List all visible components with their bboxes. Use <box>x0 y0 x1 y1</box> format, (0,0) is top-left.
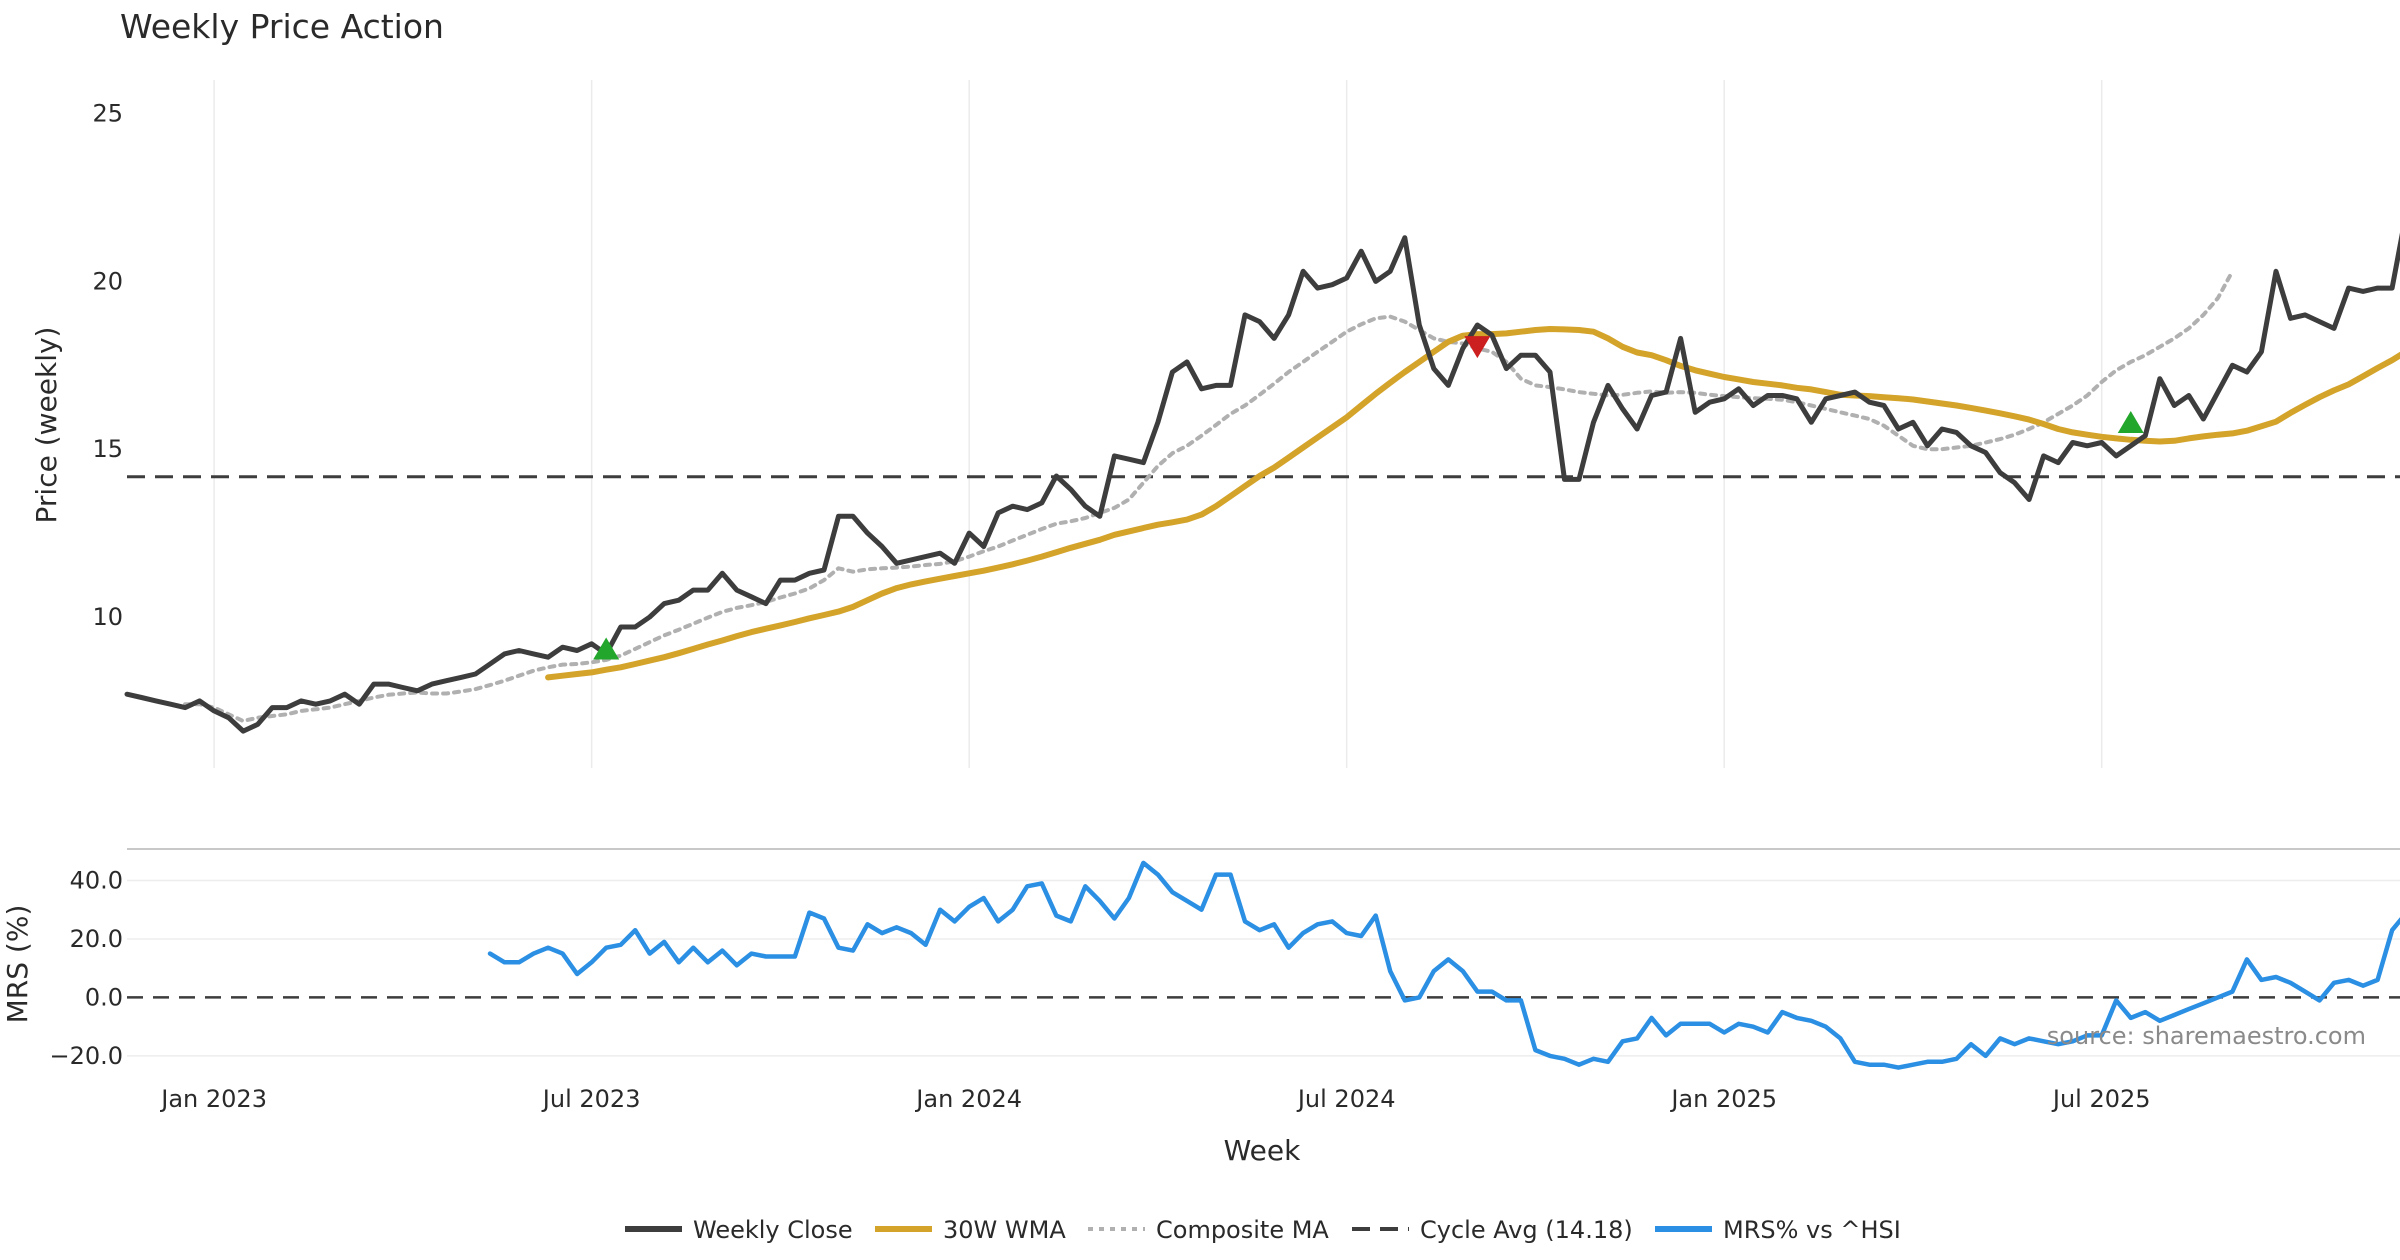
buy-signal-marker <box>593 637 620 660</box>
legend-item: Weekly Close <box>625 1216 853 1244</box>
legend-label: 30W WMA <box>943 1216 1066 1244</box>
x-ticks: Jan 2023 Jul 2023 Jan 2024 Jul 2024 Jan 2025… <box>159 1085 2150 1113</box>
mrs-y-tick-label: 20.0 <box>70 925 123 953</box>
legend-label: Cycle Avg (14.18) <box>1420 1216 1633 1244</box>
x-tick-label: Jul 2024 <box>1296 1085 1396 1113</box>
price-y-tick-label: 15 <box>92 435 123 463</box>
sell-signal-marker <box>1464 336 1491 359</box>
price-y-tick-label: 25 <box>92 100 123 128</box>
series-composite-ma <box>183 269 2235 723</box>
mrs-y-tick-label: −20.0 <box>49 1042 123 1070</box>
price-gridlines <box>213 80 2103 768</box>
mrs-series <box>487 860 2400 1070</box>
mrs-y-tick-label: 40.0 <box>70 866 123 894</box>
series-30w-wma <box>545 326 2400 681</box>
mrs-gridlines <box>127 879 2400 1057</box>
mrs-y-ticks: 40.0 20.0 0.0 −20.0 <box>49 866 123 1069</box>
price-y-axis-label: Price (weekly) <box>30 327 63 524</box>
price-y-tick-label: 20 <box>92 267 123 295</box>
chart-title: Weekly Price Action <box>120 7 444 46</box>
legend-item: MRS% vs ^HSI <box>1655 1216 1901 1244</box>
source-label: source: sharemaestro.com <box>2047 1022 2366 1050</box>
legend-label: Composite MA <box>1156 1216 1329 1244</box>
mrs-y-axis-label: MRS (%) <box>1 905 34 1024</box>
x-tick-label: Jan 2025 <box>1669 1085 1777 1113</box>
buy-signal-marker <box>2117 411 2144 433</box>
x-tick-label: Jul 2023 <box>541 1085 641 1113</box>
x-axis-label: Week <box>1224 1134 1301 1167</box>
legend-label: Weekly Close <box>693 1216 853 1244</box>
price-series <box>124 232 2400 734</box>
series-mrs <box>487 860 2400 1070</box>
mrs-y-tick-label: 0.0 <box>85 983 123 1011</box>
legend-item: Composite MA <box>1088 1216 1329 1244</box>
price-y-tick-label: 10 <box>92 603 123 631</box>
signal-markers <box>593 336 2144 660</box>
legend-item: Cycle Avg (14.18) <box>1352 1216 1633 1244</box>
x-tick-label: Jul 2025 <box>2051 1085 2151 1113</box>
legend-item: 30W WMA <box>875 1216 1066 1244</box>
legend: Weekly Close 30W WMA Composite MA Cycle Avg… <box>625 1216 1901 1244</box>
series-weekly-close <box>124 232 2400 734</box>
x-tick-label: Jan 2024 <box>914 1085 1022 1113</box>
x-tick-label: Jan 2023 <box>159 1085 267 1113</box>
legend-label: MRS% vs ^HSI <box>1723 1216 1901 1244</box>
price-y-ticks: 10 15 20 25 <box>92 100 123 631</box>
